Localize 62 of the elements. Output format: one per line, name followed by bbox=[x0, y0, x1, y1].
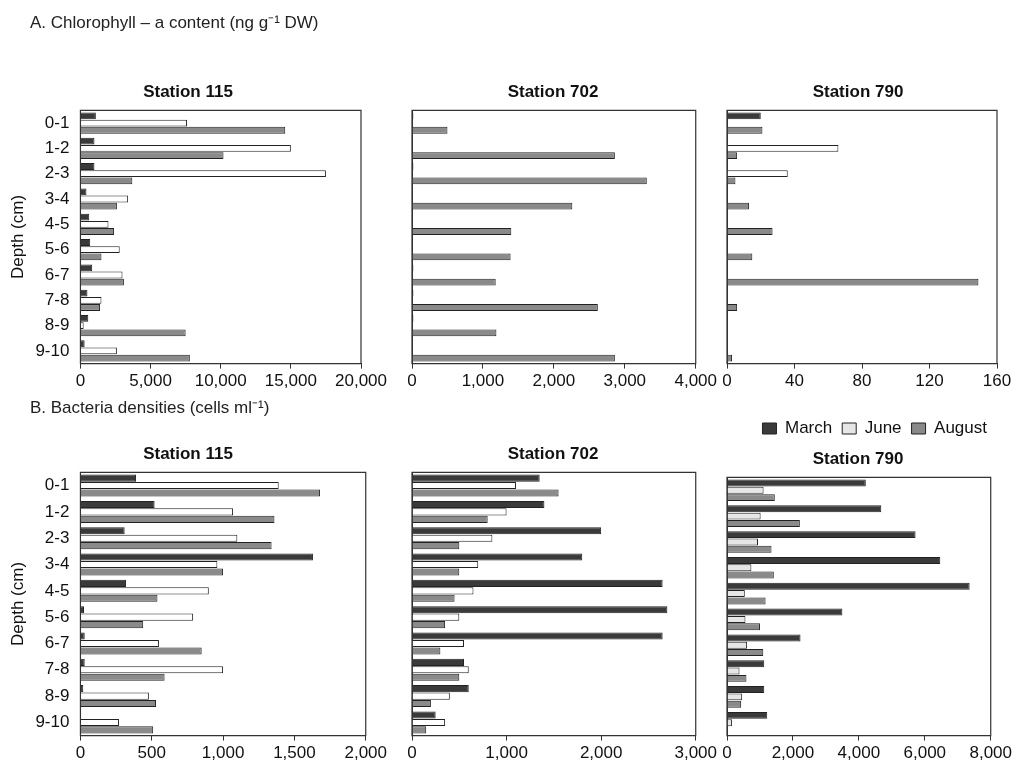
x-tick-label: 1,000 bbox=[485, 743, 528, 763]
y-tick-label: 1-2 bbox=[44, 138, 70, 158]
chart-title: Station 702 bbox=[507, 443, 599, 463]
y-tick-label: 3-4 bbox=[44, 188, 70, 208]
x-tick-label: 0 bbox=[722, 371, 732, 391]
x-tick-label: 0 bbox=[407, 371, 417, 391]
x-tick-label: 8,000 bbox=[969, 743, 1012, 763]
y-tick-label: 1-2 bbox=[44, 501, 70, 521]
x-tick-label: 6,000 bbox=[903, 743, 947, 763]
y-tick-label: 0-1 bbox=[44, 475, 70, 495]
y-tick-label: 6-7 bbox=[44, 264, 70, 284]
x-tick-label: 0 bbox=[722, 743, 732, 763]
legend-label: June bbox=[864, 418, 902, 438]
x-tick-label: 2,000 bbox=[532, 371, 576, 391]
chart-title: Station 702 bbox=[507, 81, 599, 101]
x-tick-label: 1,000 bbox=[461, 371, 505, 391]
x-tick-label: 4,000 bbox=[837, 743, 881, 763]
chart-subtitle: B. Bacteria densities (cells ml⁻¹) bbox=[30, 397, 270, 418]
y-tick-label: 8-9 bbox=[44, 685, 70, 705]
chart-title: Station 115 bbox=[143, 443, 233, 463]
x-tick-label: 3,000 bbox=[603, 371, 647, 391]
x-tick-label: 0 bbox=[407, 743, 417, 763]
y-tick-label: 7-8 bbox=[44, 659, 70, 679]
x-tick-label: 3,000 bbox=[674, 743, 717, 763]
x-tick-label: 15,000 bbox=[264, 371, 317, 391]
y-tick-label: 4-5 bbox=[44, 214, 70, 234]
legend-label: March bbox=[784, 418, 833, 438]
y-tick-label: 2-3 bbox=[44, 527, 70, 547]
x-tick-label: 0 bbox=[75, 371, 86, 391]
x-tick-label: 2,000 bbox=[344, 743, 387, 763]
y-tick-label: 5-6 bbox=[44, 239, 70, 259]
y-tick-label: 9-10 bbox=[35, 712, 70, 732]
y-axis-title: Depth (cm) bbox=[7, 194, 27, 280]
y-tick-label: 6-7 bbox=[44, 633, 70, 653]
chart-title: Station 790 bbox=[812, 81, 904, 101]
chart-title: Station 115 bbox=[143, 81, 233, 101]
x-tick-label: 10,000 bbox=[194, 371, 247, 391]
x-tick-label: 120 bbox=[915, 371, 944, 391]
y-axis-title: Depth (cm) bbox=[7, 561, 27, 647]
x-tick-label: 40 bbox=[785, 371, 804, 391]
y-tick-label: 3-4 bbox=[44, 554, 70, 574]
x-tick-label: 0 bbox=[75, 743, 86, 763]
y-tick-label: 7-8 bbox=[44, 289, 70, 309]
x-tick-label: 5,000 bbox=[129, 371, 172, 391]
y-tick-label: 9-10 bbox=[35, 340, 70, 360]
x-tick-label: 500 bbox=[137, 743, 166, 763]
chart-subtitle: A. Chlorophyll – a content (ng g⁻¹ DW) bbox=[30, 12, 319, 33]
x-tick-label: 1,500 bbox=[273, 743, 316, 763]
x-tick-label: 80 bbox=[852, 371, 872, 391]
x-tick-label: 20,000 bbox=[335, 371, 387, 391]
x-tick-label: 2,000 bbox=[771, 743, 815, 763]
chart-title: Station 790 bbox=[812, 448, 904, 468]
y-tick-label: 4-5 bbox=[44, 580, 70, 600]
y-tick-label: 2-3 bbox=[44, 163, 70, 183]
y-tick-label: 8-9 bbox=[44, 315, 70, 335]
y-tick-label: 0-1 bbox=[44, 112, 70, 132]
y-tick-label: 5-6 bbox=[44, 606, 70, 626]
x-tick-label: 2,000 bbox=[579, 743, 623, 763]
x-tick-label: 4,000 bbox=[674, 371, 717, 391]
x-tick-label: 1,000 bbox=[201, 743, 245, 763]
legend-label: August bbox=[934, 418, 988, 438]
x-tick-label: 160 bbox=[982, 371, 1012, 391]
